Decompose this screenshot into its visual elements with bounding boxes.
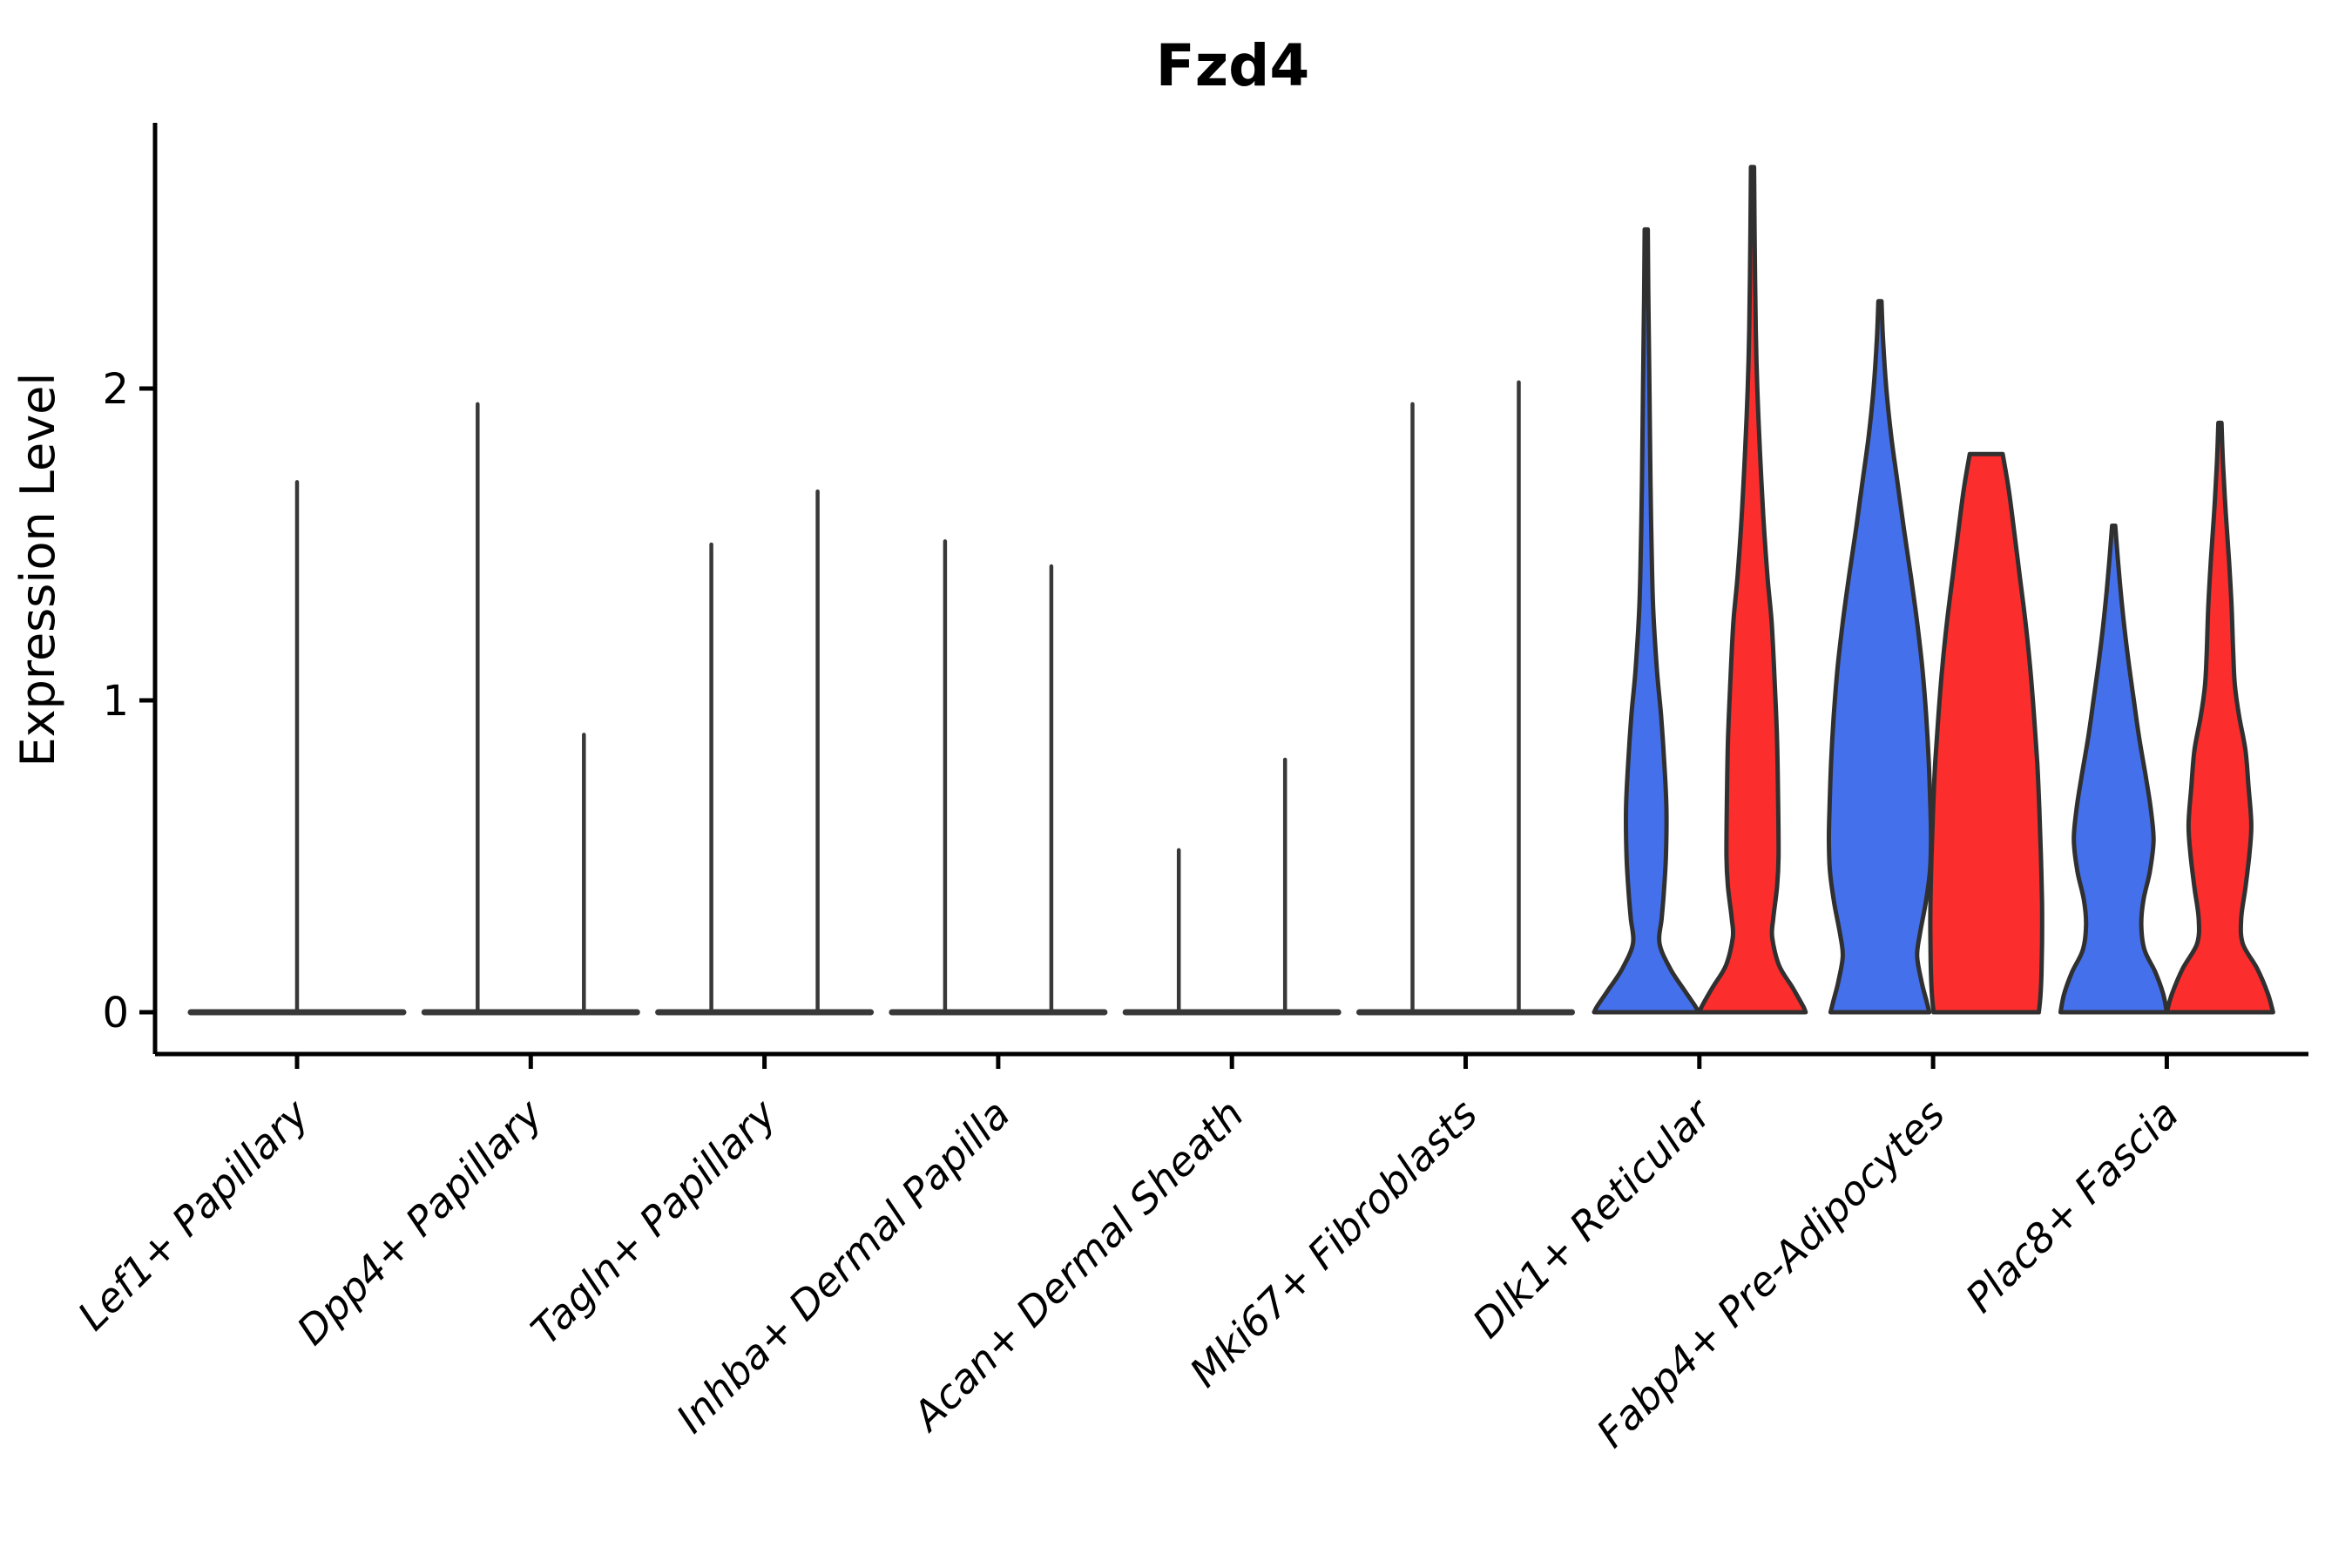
x-tick-label-1: Dpp4+ Papillary xyxy=(287,1090,551,1354)
x-tick-label-8: Plac8+ Fascia xyxy=(1957,1091,2187,1321)
violin-6-g1 xyxy=(1592,226,1701,1015)
x-tick-label-0: Lef1+ Papillary xyxy=(69,1090,318,1339)
y-tick-label-1: 1 xyxy=(102,677,129,726)
violin-8-g1 xyxy=(2058,524,2169,1015)
violin-7-g2 xyxy=(1928,451,2044,1015)
y-axis-label: Expression Level xyxy=(10,373,65,767)
violin-7-g1 xyxy=(1826,299,1934,1015)
violin-8-g2 xyxy=(2164,420,2275,1015)
y-tick-label-0: 0 xyxy=(102,989,129,1037)
x-tick-label-6: Dlk1+ Reticular xyxy=(1463,1088,1722,1347)
y-tick-label-2: 2 xyxy=(102,365,129,414)
chart-title: Fzd4 xyxy=(1156,32,1310,99)
violin-6-g2 xyxy=(1697,165,1808,1015)
violins-layer xyxy=(187,165,2275,1016)
x-tick-label-2: Tagln+ Papillary xyxy=(522,1090,786,1354)
